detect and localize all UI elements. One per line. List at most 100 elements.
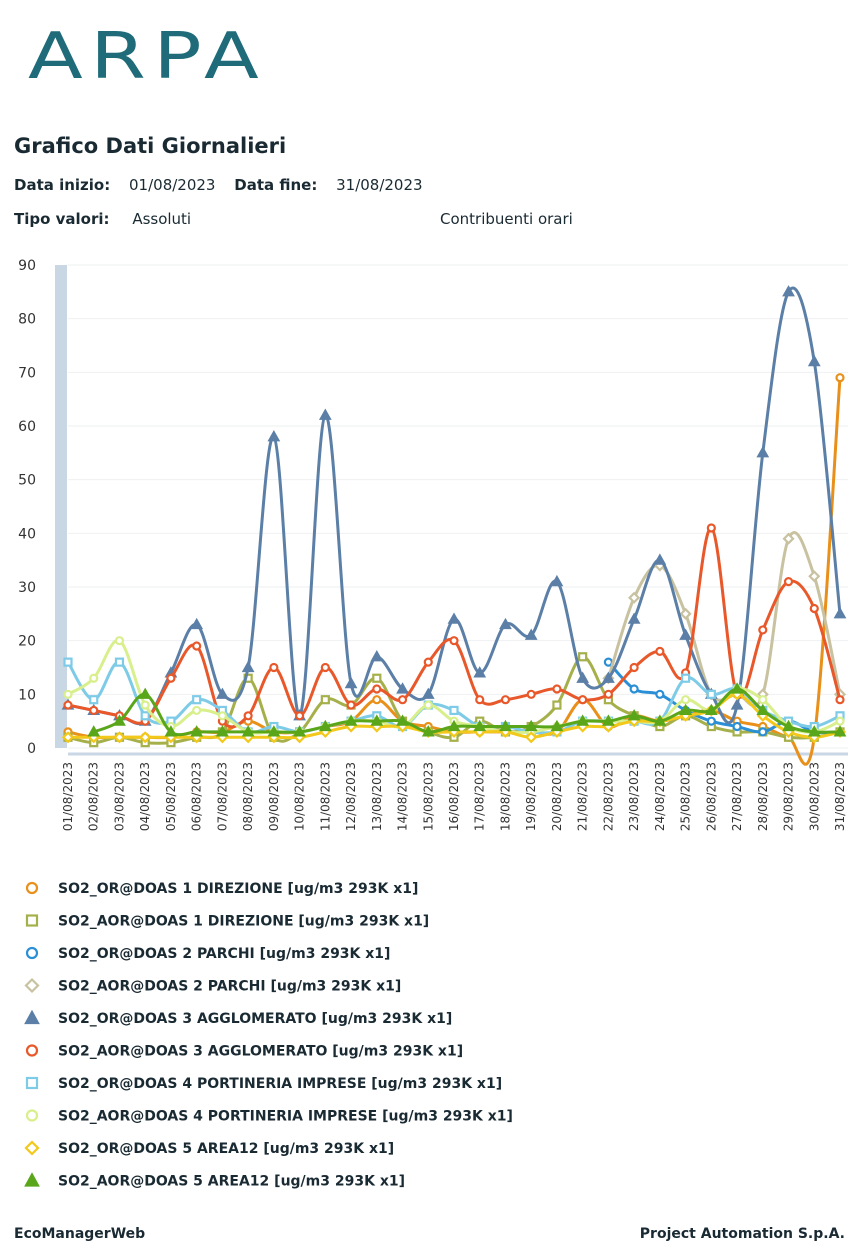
x-tick-label: 02/08/2023 — [87, 762, 101, 831]
legend-marker — [25, 946, 39, 960]
y-tick-label: 90 — [18, 258, 36, 274]
legend-label[interactable]: SO2_OR@DOAS 4 PORTINERIA IMPRESE [ug/m3 … — [58, 1076, 502, 1092]
marker — [603, 657, 614, 667]
marker — [61, 731, 75, 744]
marker — [372, 695, 382, 705]
legend-label[interactable]: SO2_AOR@DOAS 3 AGGLOMERATO [ug/m3 293K x… — [58, 1044, 463, 1060]
series-line — [67, 526, 842, 729]
marker — [756, 703, 770, 716]
marker — [140, 711, 150, 721]
x-tick-label: 07/08/2023 — [215, 762, 229, 831]
marker — [756, 446, 770, 458]
x-tick-label: 16/08/2023 — [447, 762, 461, 831]
marker — [550, 719, 564, 732]
x-tick-label: 19/08/2023 — [524, 762, 538, 831]
marker — [241, 660, 255, 673]
marker — [578, 695, 588, 705]
type-label: Tipo valori: — [14, 210, 110, 228]
marker — [320, 662, 330, 673]
legend-label[interactable]: SO2_OR@DOAS 3 AGGLOMERATO [ug/m3 293K x1… — [58, 1011, 452, 1027]
marker — [243, 711, 253, 721]
chart: 0 10 20 30 40 50 60 70 80 90 01/08/2023 02/08/2023 0… — [18, 258, 848, 1190]
x-tick-label: 13/08/2023 — [370, 762, 384, 831]
x-tick-label: 18/08/2023 — [498, 762, 512, 831]
marker — [190, 617, 204, 630]
y-tick-label: 10 — [18, 687, 36, 703]
marker — [653, 553, 667, 565]
marker — [344, 714, 358, 726]
x-tick-label: 21/08/2023 — [576, 762, 590, 831]
x-tick-label: 04/08/2023 — [138, 762, 152, 831]
marker — [835, 716, 845, 726]
marker — [447, 719, 461, 732]
x-tick-label: 17/08/2023 — [473, 762, 487, 831]
marker — [808, 570, 821, 583]
legend-marker — [25, 1109, 39, 1122]
marker — [397, 695, 408, 705]
x-tick-label: 30/08/2023 — [807, 762, 821, 831]
legend-label[interactable]: SO2_AOR@DOAS 5 AREA12 [ug/m3 293K x1] — [58, 1174, 405, 1190]
marker — [627, 709, 641, 721]
start-date: 01/08/2023 — [129, 176, 216, 194]
x-tick-label: 14/08/2023 — [396, 762, 410, 831]
legend-label[interactable]: SO2_OR@DOAS 2 PARCHI [ug/m3 293K x1] — [58, 946, 390, 962]
marker — [164, 725, 178, 737]
footer-left: EcoManagerWeb — [14, 1226, 146, 1242]
legend-label[interactable]: SO2_AOR@DOAS 4 PORTINERIA IMPRESE [ug/m3… — [58, 1109, 513, 1125]
x-tick-label: 20/08/2023 — [550, 762, 564, 831]
marker — [552, 684, 562, 694]
marker — [217, 711, 227, 721]
marker — [835, 695, 845, 705]
page-title: Grafico Dati Giornalieri — [14, 134, 287, 158]
legend-marker — [25, 914, 39, 927]
marker — [653, 714, 667, 726]
marker — [269, 662, 279, 673]
marker — [421, 725, 435, 737]
marker — [192, 695, 202, 705]
legend-label[interactable]: SO2_AOR@DOAS 1 DIREZIONE [ug/m3 293K x1] — [58, 914, 429, 930]
marker — [807, 354, 821, 367]
marker — [113, 714, 126, 726]
marker — [680, 695, 691, 705]
x-tick-label: 06/08/2023 — [190, 762, 204, 831]
x-tick-label: 27/08/2023 — [730, 762, 744, 831]
x-tick-label: 22/08/2023 — [601, 762, 615, 831]
x-tick-label: 25/08/2023 — [679, 762, 693, 831]
marker — [680, 673, 691, 683]
marker — [192, 705, 202, 716]
legend-marker — [24, 1172, 40, 1187]
marker — [783, 577, 794, 587]
x-tick-label: 26/08/2023 — [704, 762, 718, 831]
y-tick-label: 60 — [18, 419, 36, 435]
marker — [679, 703, 692, 716]
x-tick-label: 01/08/2023 — [61, 762, 75, 831]
marker — [63, 700, 73, 710]
marker — [526, 689, 536, 699]
marker — [704, 703, 718, 716]
marker — [267, 429, 281, 442]
marker — [138, 687, 152, 699]
legend-label[interactable]: SO2_OR@DOAS 1 DIREZIONE [ug/m3 293K x1] — [58, 881, 418, 897]
marker — [372, 673, 382, 683]
marker — [63, 657, 73, 667]
legend-marker — [25, 1076, 39, 1090]
marker — [370, 714, 384, 726]
legend-label[interactable]: SO2_AOR@DOAS 2 PARCHI [ug/m3 293K x1] — [58, 979, 401, 995]
legend-label[interactable]: SO2_OR@DOAS 5 AREA12 [ug/m3 293K x1] — [58, 1141, 394, 1157]
y-tick-label: 40 — [18, 526, 36, 542]
marker — [550, 574, 564, 587]
legend-marker — [24, 1009, 40, 1025]
y-tick-label: 20 — [18, 634, 36, 650]
legend-marker — [24, 977, 40, 994]
marker — [89, 695, 99, 705]
y-tick-label: 50 — [18, 473, 36, 489]
marker — [629, 684, 639, 694]
x-tick-label: 23/08/2023 — [627, 762, 641, 831]
marker — [372, 684, 382, 694]
marker — [473, 666, 487, 678]
marker — [628, 591, 641, 604]
marker — [423, 657, 433, 667]
marker — [318, 408, 332, 420]
x-tick-label: 29/08/2023 — [782, 762, 796, 831]
marker — [679, 607, 692, 620]
